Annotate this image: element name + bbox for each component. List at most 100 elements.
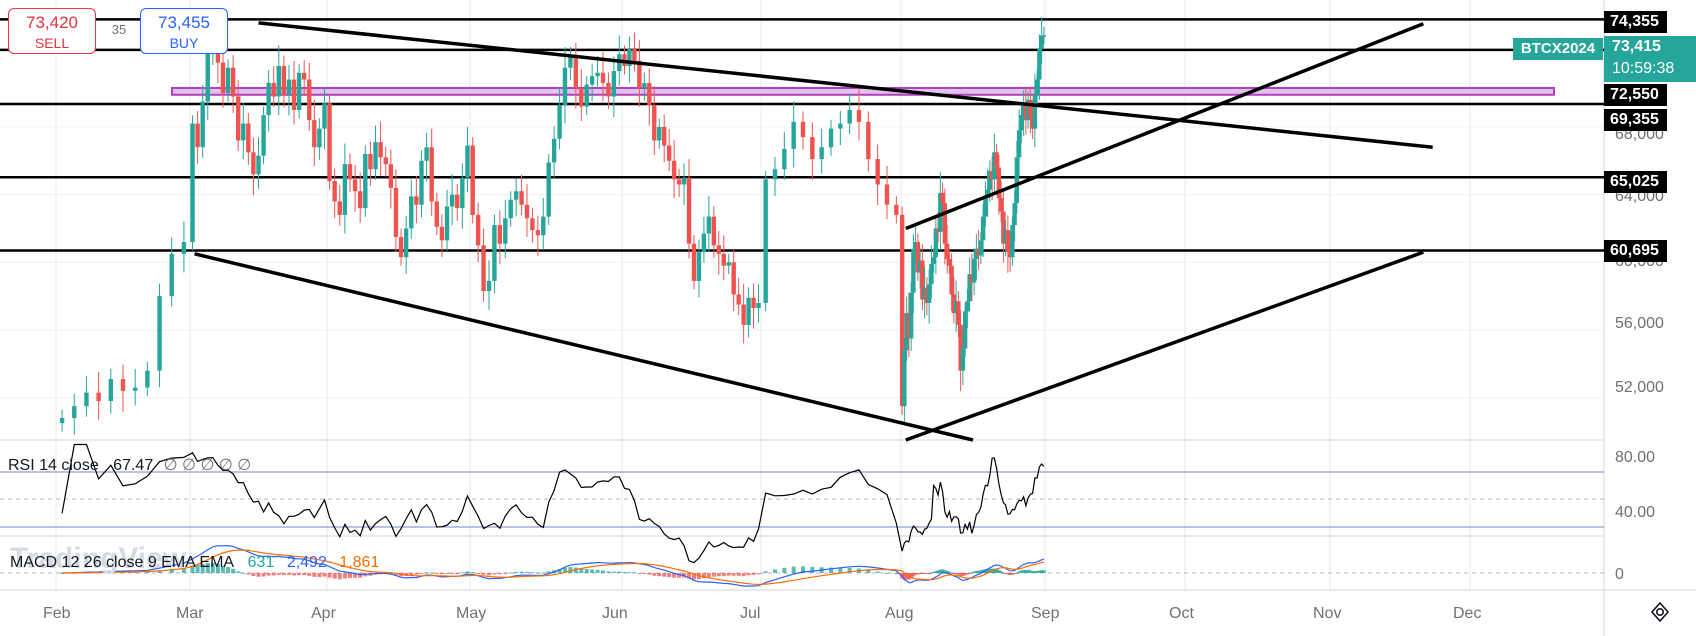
macd-histogram-bar	[601, 570, 605, 573]
candle-body	[652, 104, 657, 141]
candle-body	[296, 72, 302, 110]
candle-body	[944, 243, 950, 259]
macd-histogram-bar	[909, 573, 914, 579]
macd-histogram-bar	[942, 570, 947, 573]
macd-histogram-bar	[307, 573, 312, 576]
candle-body	[716, 245, 722, 254]
macd-histogram-bar	[951, 573, 956, 574]
candle-body	[942, 203, 948, 244]
macd-histogram-bar	[746, 573, 751, 576]
rsi-axis-label: 40.00	[1615, 504, 1656, 521]
macd-legend[interactable]: MACD 12 26 close 9 EMA EMA 631 2,492 1,8…	[10, 554, 379, 572]
candle-body	[1005, 230, 1011, 253]
macd-histogram-bar	[736, 573, 741, 576]
macd-histogram-bar	[721, 573, 726, 577]
candle-body	[642, 82, 647, 88]
candle-body	[225, 67, 231, 94]
rsi-value: 67.47	[113, 457, 154, 474]
macd-histogram-bar	[1010, 573, 1015, 575]
candle-body	[992, 152, 997, 180]
price-axis-label: 52,000	[1615, 379, 1664, 396]
macd-histogram-bar	[322, 573, 327, 577]
candle-body	[756, 302, 761, 308]
candle-body	[611, 71, 617, 97]
level-tag-72550: 72,550	[1604, 84, 1667, 106]
candle-body	[791, 121, 796, 149]
macd-histogram-bar	[716, 573, 721, 577]
rsi-label: RSI 14 close	[8, 457, 99, 474]
candle-body	[924, 287, 930, 303]
macd-histogram-bar	[741, 573, 746, 576]
macd-histogram-bar	[920, 573, 925, 574]
macd-histogram-bar	[691, 573, 696, 580]
macd-histogram-bar	[579, 568, 584, 573]
candle-body	[978, 240, 984, 256]
macd-histogram-bar	[978, 570, 983, 573]
candle-body	[1014, 157, 1020, 204]
candle-body	[1028, 99, 1033, 117]
macd-histogram-bar	[1023, 570, 1028, 573]
candle-body	[647, 82, 652, 105]
candle-body	[535, 230, 541, 236]
macd-histogram-bar	[557, 569, 562, 573]
candle-body	[409, 196, 414, 229]
candle-body	[917, 260, 923, 273]
candle-body	[357, 191, 363, 209]
candle-body	[286, 79, 292, 95]
buy-price: 73,455	[158, 13, 210, 32]
candle-body	[911, 248, 916, 293]
time-axis-label: Mar	[176, 605, 204, 622]
macd-histogram-bar	[1005, 573, 1010, 575]
candle-body	[524, 204, 530, 219]
macd-histogram-bar	[875, 571, 880, 573]
candle-body	[671, 160, 677, 180]
last-price: 73,415	[1612, 38, 1661, 55]
candle-body	[856, 110, 862, 122]
macd-histogram-bar	[1028, 570, 1033, 573]
time-axis-label: Apr	[311, 605, 336, 622]
candle-body	[1001, 211, 1006, 244]
macd-histogram-bar	[508, 572, 513, 574]
macd-histogram-bar	[226, 567, 231, 573]
candle-body	[974, 248, 979, 259]
macd-histogram-bar	[210, 562, 215, 573]
sell-button[interactable]: 73,420 SELL	[8, 8, 96, 54]
candle-body	[956, 301, 961, 325]
candle-body	[1007, 252, 1013, 258]
candle-body	[838, 123, 843, 129]
candle-body	[681, 177, 687, 185]
candle-body	[847, 110, 852, 124]
candle-body	[989, 170, 995, 180]
candle-body	[987, 170, 993, 190]
macd-histogram-bar	[958, 573, 963, 576]
buy-button[interactable]: 73,455 BUY	[140, 8, 228, 54]
macd-histogram-bar	[584, 569, 589, 573]
macd-histogram-bar	[810, 566, 815, 573]
candle-body	[951, 294, 957, 314]
macd-histogram-bar	[590, 569, 595, 573]
macd-histogram-bar	[1019, 570, 1024, 573]
candle-body	[922, 287, 927, 300]
macd-histogram-bar	[460, 572, 465, 574]
macd-histogram-bar	[866, 569, 871, 573]
candle-body	[181, 242, 187, 254]
candle-body	[342, 164, 348, 215]
macd-histogram-bar	[241, 572, 246, 574]
candle-body	[465, 145, 470, 178]
macd-histogram-bar	[945, 571, 950, 573]
candle-body	[741, 304, 746, 325]
candle-body	[967, 274, 972, 302]
macd-histogram-bar	[965, 573, 970, 575]
macd-histogram-bar	[1030, 571, 1035, 573]
rsi-legend[interactable]: RSI 14 close 67.47 ∅ ∅ ∅ ∅ ∅	[8, 455, 251, 475]
trendline	[258, 21, 1433, 149]
macd-histogram-bar	[286, 573, 291, 575]
macd-histogram-bar	[347, 573, 352, 578]
gear-icon[interactable]	[1648, 600, 1672, 624]
buy-label: BUY	[169, 35, 199, 51]
macd-histogram-bar	[573, 567, 578, 573]
macd-histogram-bar	[637, 573, 642, 574]
macd-histogram-bar	[251, 573, 256, 577]
macd-histogram-bar	[530, 572, 535, 574]
